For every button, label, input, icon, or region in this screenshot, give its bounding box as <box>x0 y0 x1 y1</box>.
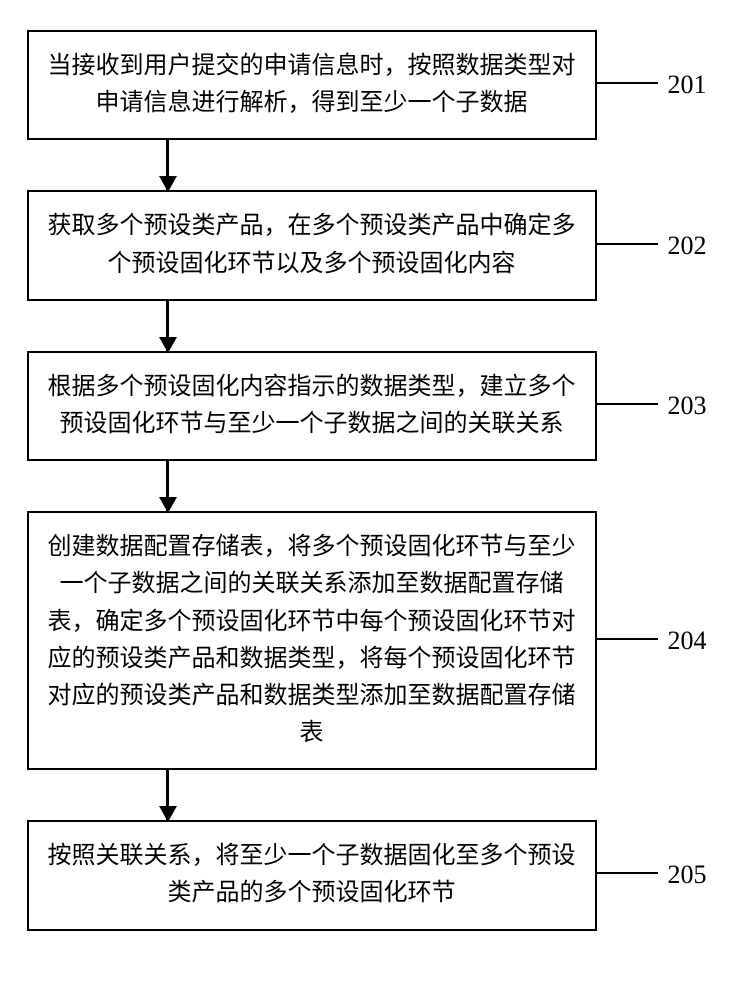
step-row: 按照关联关系，将至少一个子数据固化至多个预设类产品的多个预设固化环节 205 <box>27 820 707 930</box>
arrow-down <box>166 770 169 820</box>
step-text: 当接收到用户提交的申请信息时，按照数据类型对申请信息进行解析，得到至少一个子数据 <box>48 53 576 116</box>
step-row: 当接收到用户提交的申请信息时，按照数据类型对申请信息进行解析，得到至少一个子数据… <box>27 30 707 140</box>
step-text: 按照关联关系，将至少一个子数据固化至多个预设类产品的多个预设固化环节 <box>48 843 576 906</box>
label-connector <box>595 638 658 640</box>
step-label: 202 <box>668 231 707 261</box>
step-text: 获取多个预设类产品，在多个预设类产品中确定多个预设固化环节以及多个预设固化内容 <box>48 213 576 276</box>
label-connector <box>595 82 658 84</box>
arrow-down <box>166 301 169 351</box>
label-connector <box>595 403 658 405</box>
arrow-down <box>166 461 169 511</box>
step-box-201: 当接收到用户提交的申请信息时，按照数据类型对申请信息进行解析，得到至少一个子数据 <box>27 30 597 140</box>
label-connector <box>595 872 658 874</box>
arrow-down <box>166 140 169 190</box>
flowchart: 当接收到用户提交的申请信息时，按照数据类型对申请信息进行解析，得到至少一个子数据… <box>27 30 707 931</box>
step-text: 根据多个预设固化内容指示的数据类型，建立多个预设固化环节与至少一个子数据之间的关… <box>48 374 576 437</box>
step-box-203: 根据多个预设固化内容指示的数据类型，建立多个预设固化环节与至少一个子数据之间的关… <box>27 351 597 461</box>
step-label: 205 <box>668 860 707 890</box>
step-text: 创建数据配置存储表，将多个预设固化环节与至少一个子数据之间的关联关系添加至数据配… <box>48 534 576 746</box>
step-row: 根据多个预设固化内容指示的数据类型，建立多个预设固化环节与至少一个子数据之间的关… <box>27 351 707 461</box>
step-row: 获取多个预设类产品，在多个预设类产品中确定多个预设固化环节以及多个预设固化内容 … <box>27 190 707 300</box>
step-box-202: 获取多个预设类产品，在多个预设类产品中确定多个预设固化环节以及多个预设固化内容 <box>27 190 597 300</box>
label-connector <box>595 243 658 245</box>
step-label: 203 <box>668 391 707 421</box>
step-label: 204 <box>668 626 707 656</box>
step-box-205: 按照关联关系，将至少一个子数据固化至多个预设类产品的多个预设固化环节 <box>27 820 597 930</box>
step-row: 创建数据配置存储表，将多个预设固化环节与至少一个子数据之间的关联关系添加至数据配… <box>27 511 707 770</box>
step-label: 201 <box>668 70 707 100</box>
step-box-204: 创建数据配置存储表，将多个预设固化环节与至少一个子数据之间的关联关系添加至数据配… <box>27 511 597 770</box>
